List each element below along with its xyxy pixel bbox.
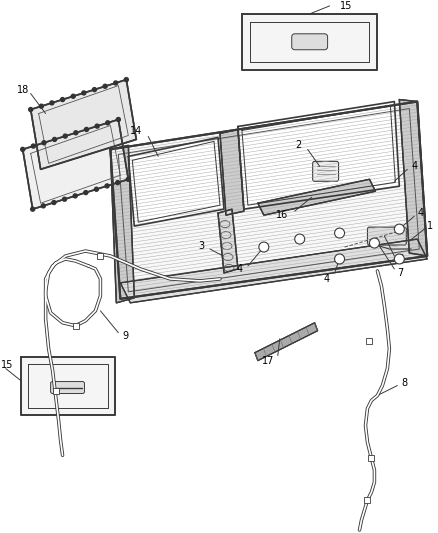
Circle shape xyxy=(32,144,35,148)
Polygon shape xyxy=(120,239,427,303)
Circle shape xyxy=(394,254,404,264)
Circle shape xyxy=(31,207,35,211)
Text: 1: 1 xyxy=(427,221,433,231)
Polygon shape xyxy=(31,79,136,169)
Bar xyxy=(73,323,78,329)
Circle shape xyxy=(116,181,120,184)
Text: 6: 6 xyxy=(397,254,403,264)
Circle shape xyxy=(28,108,33,111)
FancyBboxPatch shape xyxy=(51,382,85,393)
Polygon shape xyxy=(399,100,427,256)
Circle shape xyxy=(394,224,404,234)
FancyBboxPatch shape xyxy=(313,161,339,181)
Circle shape xyxy=(259,242,269,252)
Circle shape xyxy=(103,84,107,88)
Bar xyxy=(367,338,372,344)
Circle shape xyxy=(114,81,118,85)
Circle shape xyxy=(41,204,45,208)
Circle shape xyxy=(126,177,131,181)
Text: 3: 3 xyxy=(198,241,204,251)
Text: 17: 17 xyxy=(262,356,275,366)
Circle shape xyxy=(106,121,110,125)
Circle shape xyxy=(124,78,128,82)
Bar xyxy=(364,497,371,503)
Circle shape xyxy=(92,87,96,92)
Circle shape xyxy=(105,184,109,188)
Circle shape xyxy=(63,134,67,138)
Circle shape xyxy=(42,141,46,145)
Polygon shape xyxy=(255,323,318,361)
Text: 8: 8 xyxy=(401,377,407,387)
Circle shape xyxy=(39,104,43,108)
Circle shape xyxy=(370,238,379,248)
Text: 4: 4 xyxy=(411,161,417,171)
Circle shape xyxy=(95,187,99,191)
Text: 18: 18 xyxy=(17,85,29,94)
Circle shape xyxy=(82,91,86,95)
Text: 4: 4 xyxy=(237,264,243,274)
Text: 4: 4 xyxy=(324,274,330,284)
Polygon shape xyxy=(258,179,375,215)
Circle shape xyxy=(73,194,77,198)
Circle shape xyxy=(53,138,57,141)
Text: 14: 14 xyxy=(130,126,142,136)
Text: 16: 16 xyxy=(276,210,288,220)
Circle shape xyxy=(52,200,56,205)
Circle shape xyxy=(335,228,345,238)
Polygon shape xyxy=(110,102,427,299)
Polygon shape xyxy=(110,146,134,303)
Text: 15: 15 xyxy=(339,1,352,11)
Polygon shape xyxy=(23,119,128,209)
Circle shape xyxy=(60,98,64,102)
FancyBboxPatch shape xyxy=(367,227,406,245)
Polygon shape xyxy=(220,130,244,215)
Circle shape xyxy=(74,131,78,135)
Text: 15: 15 xyxy=(1,360,13,369)
Bar xyxy=(97,253,103,259)
Polygon shape xyxy=(128,138,224,226)
Circle shape xyxy=(95,124,99,128)
Polygon shape xyxy=(238,102,399,209)
Circle shape xyxy=(50,101,54,105)
Polygon shape xyxy=(21,357,115,415)
Circle shape xyxy=(63,197,67,201)
Circle shape xyxy=(84,191,88,195)
Circle shape xyxy=(335,254,345,264)
Text: 9: 9 xyxy=(122,330,128,341)
Circle shape xyxy=(295,234,305,244)
Polygon shape xyxy=(242,14,378,70)
Text: 7: 7 xyxy=(397,268,403,278)
Bar xyxy=(368,455,374,461)
Circle shape xyxy=(117,117,120,122)
Circle shape xyxy=(85,127,88,132)
Circle shape xyxy=(21,148,25,151)
Text: 4: 4 xyxy=(417,208,424,218)
Circle shape xyxy=(71,94,75,98)
Polygon shape xyxy=(218,209,238,273)
Text: 2: 2 xyxy=(296,140,302,150)
Bar xyxy=(53,387,59,393)
FancyBboxPatch shape xyxy=(292,34,328,50)
